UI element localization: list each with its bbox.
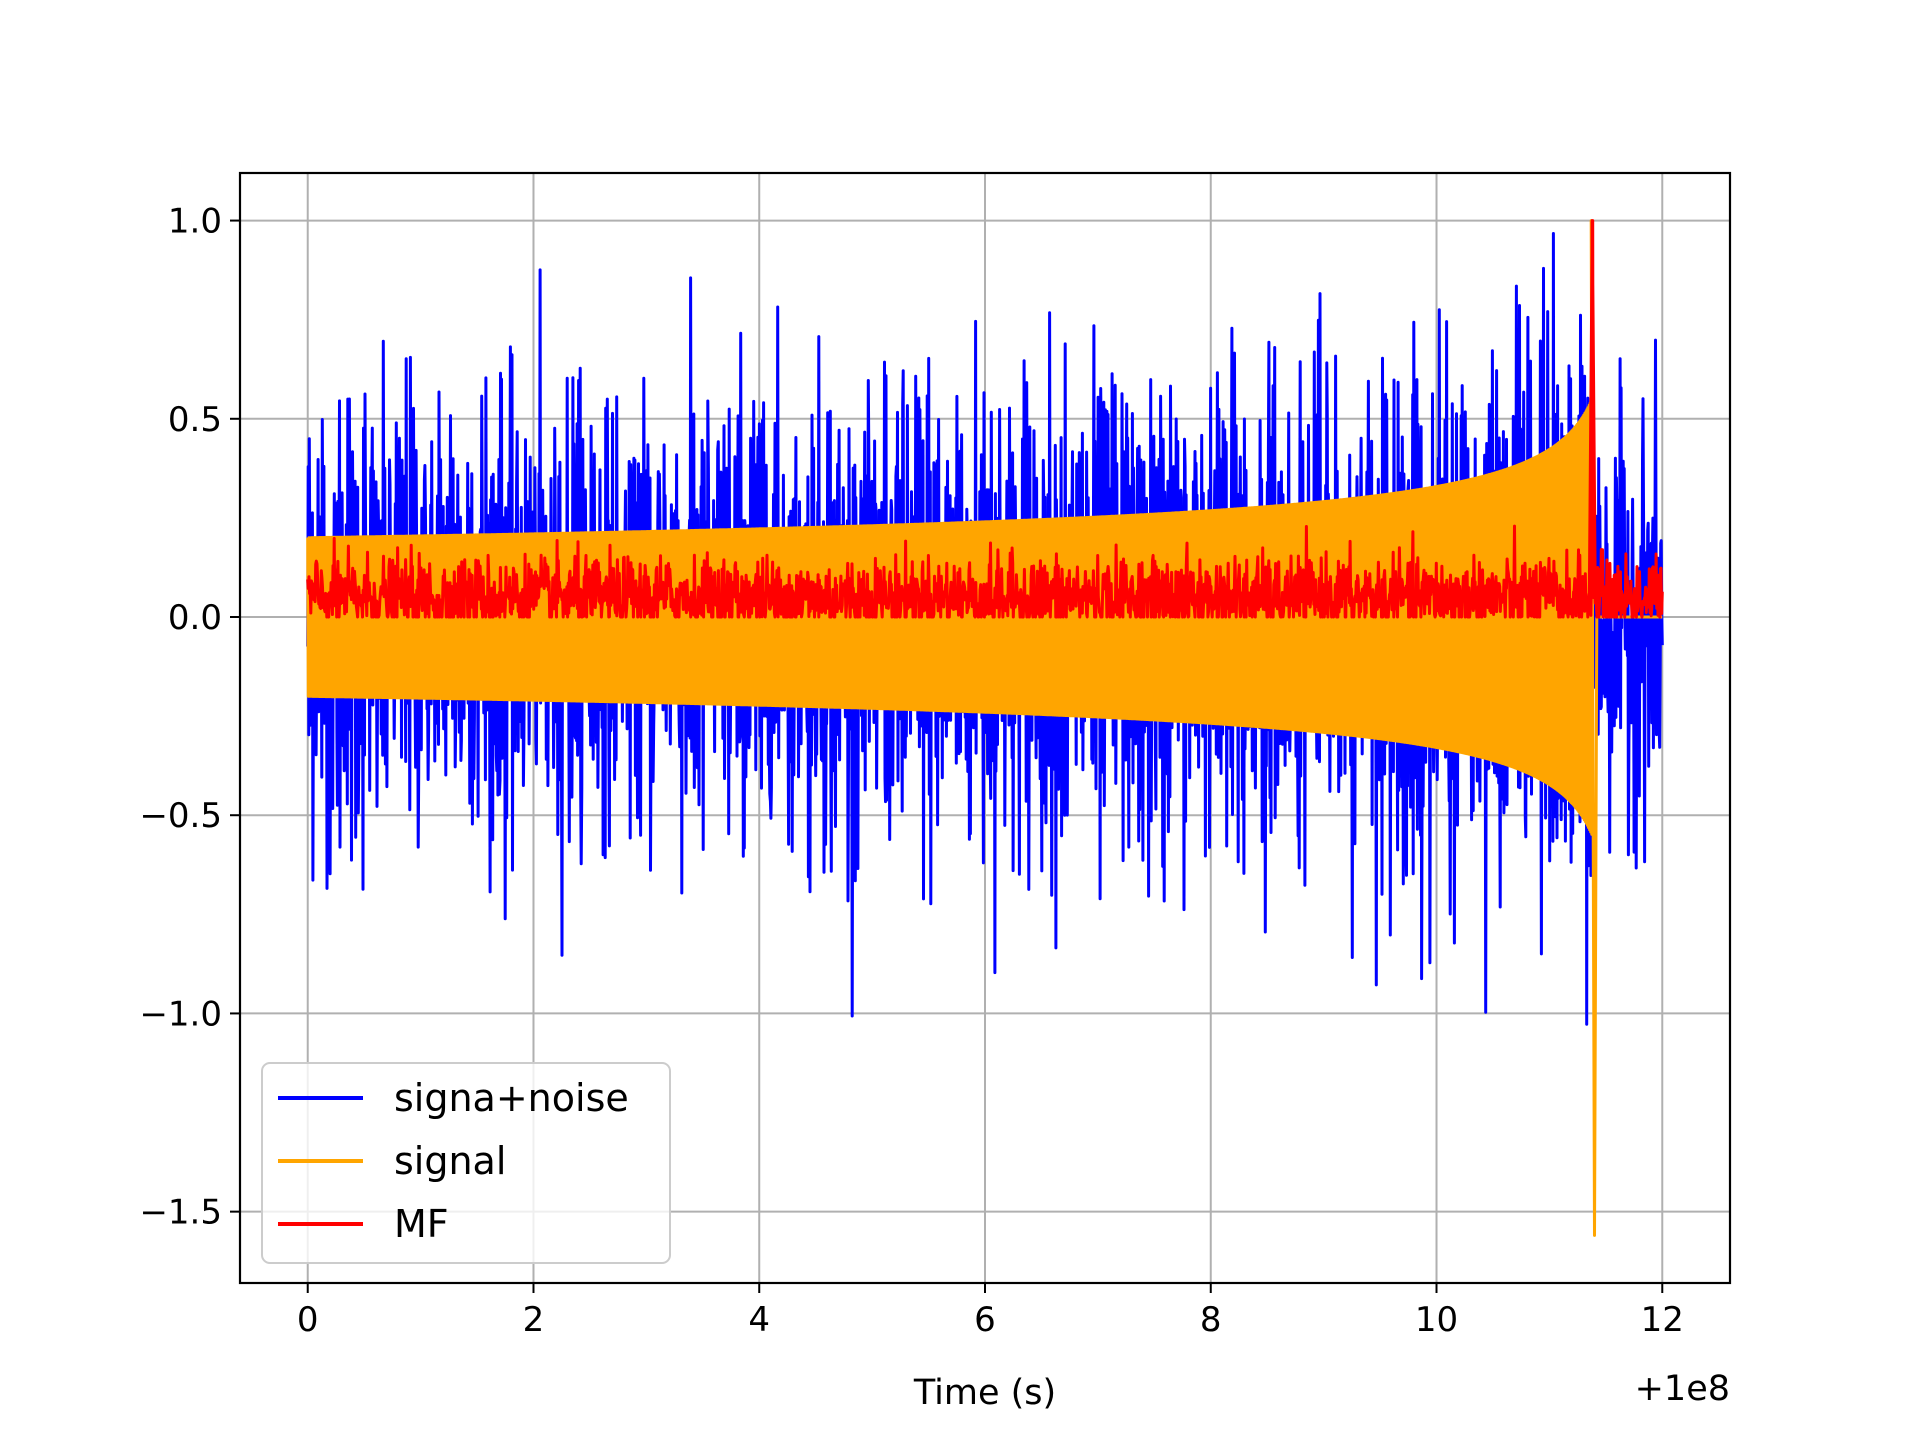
- y-tick-label: 0.0: [168, 598, 222, 638]
- x-offset-text: +1e8: [1635, 1369, 1730, 1409]
- plot-area: [306, 219, 1664, 1237]
- y-tick-label: 0.5: [168, 400, 222, 440]
- x-tick-label: 6: [974, 1300, 996, 1340]
- x-tick-label: 12: [1641, 1300, 1684, 1340]
- x-axis-label: Time (s): [913, 1373, 1056, 1413]
- y-tick-label: −1.5: [139, 1193, 222, 1233]
- x-tick-label: 8: [1200, 1300, 1222, 1340]
- legend-label-signal: signal: [394, 1139, 506, 1183]
- x-tick-label: 2: [523, 1300, 545, 1340]
- series-layer: [306, 219, 1664, 1237]
- series-signal-line: [306, 219, 1663, 1237]
- legend-box: [261, 1062, 671, 1264]
- y-tick-label: 1.0: [168, 202, 222, 242]
- x-tick-label: 10: [1415, 1300, 1458, 1340]
- y-tick-label: −1.0: [139, 994, 222, 1034]
- x-tick-label: 0: [297, 1300, 319, 1340]
- series-mf-line: [306, 219, 1664, 619]
- legend-label-signal-noise: signa+noise: [394, 1076, 629, 1120]
- x-axis: 0 2 4 6 8 10 12: [297, 1283, 1684, 1340]
- legend: signa+noise signal MF: [261, 1062, 671, 1264]
- y-tick-label: −0.5: [139, 796, 222, 836]
- x-tick-label: 4: [748, 1300, 770, 1340]
- legend-label-mf: MF: [394, 1202, 449, 1246]
- y-axis: −1.5 −1.0 −0.5 0.0 0.5 1.0: [139, 202, 240, 1233]
